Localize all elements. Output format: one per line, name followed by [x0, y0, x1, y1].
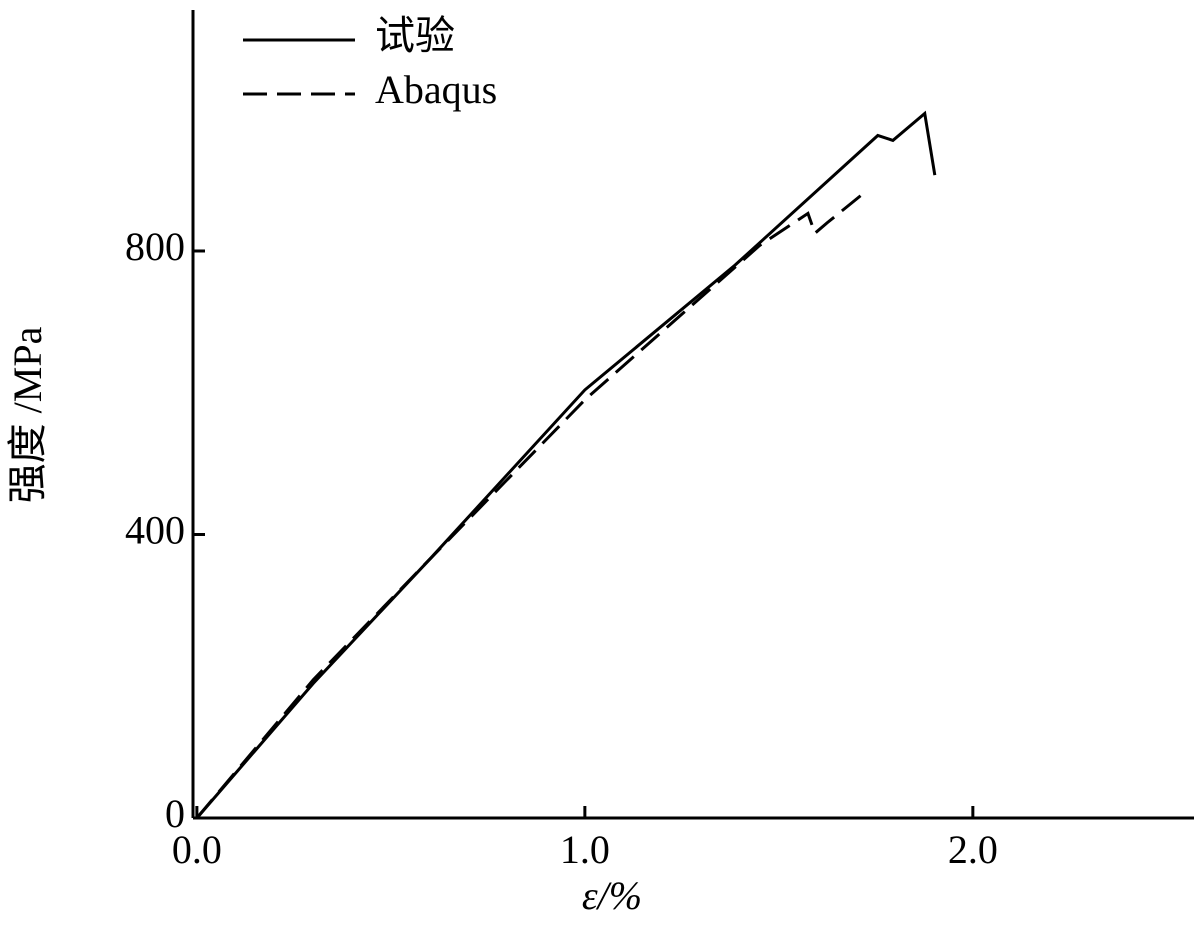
- legend-label: 试验: [375, 13, 455, 58]
- y-tick-label: 400: [125, 508, 185, 553]
- y-tick-label: 0: [165, 791, 185, 836]
- x-tick-label: 0.0: [172, 827, 222, 872]
- x-tick-label: 2.0: [948, 827, 998, 872]
- x-axis-label: ε/%: [582, 873, 642, 918]
- series-line: [195, 190, 866, 819]
- y-axis-label: 强度 /MPa: [5, 326, 50, 503]
- series-line: [195, 110, 937, 819]
- legend-label: Abaqus: [375, 67, 497, 112]
- x-tick-label: 1.0: [560, 827, 610, 872]
- y-tick-label: 800: [125, 224, 185, 269]
